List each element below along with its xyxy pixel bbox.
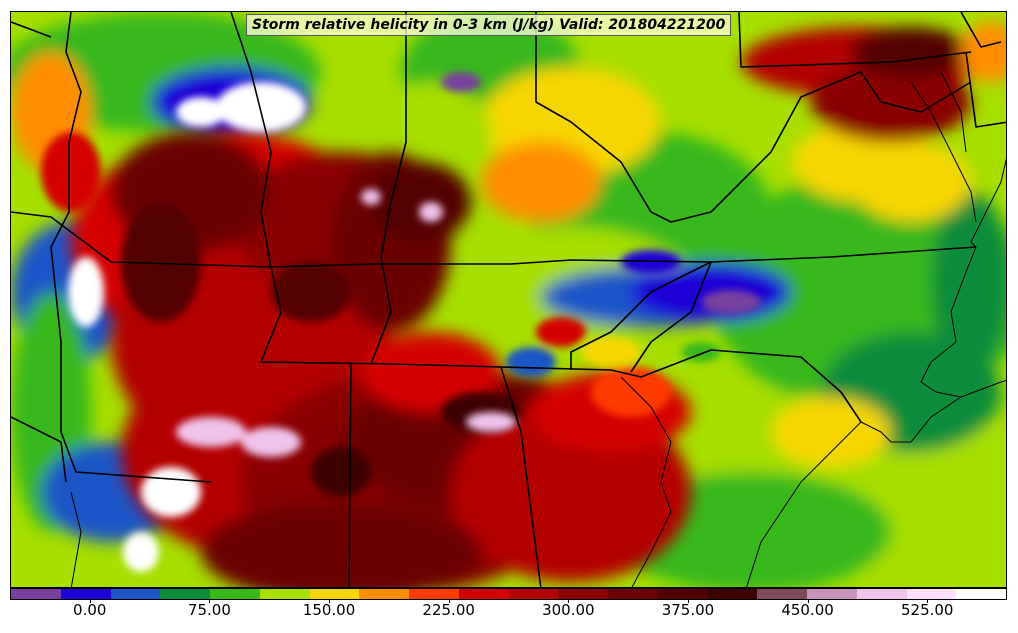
colorbar-swatch [409, 589, 459, 599]
colorbar-tick-mark [448, 599, 450, 603]
colorbar-swatch [110, 589, 161, 599]
colorbar-tick-label: 375.00 [661, 601, 715, 619]
colorbar-swatch [458, 589, 509, 599]
colorbar-tick-label: 225.00 [422, 601, 475, 619]
colorbar-tick-label: 150.00 [302, 601, 356, 619]
colorbar-swatch [856, 589, 907, 599]
colorbar-swatch [757, 589, 807, 599]
colorbar-tick-mark [807, 599, 809, 603]
colorbar-swatch [906, 589, 957, 599]
colorbar-swatch [608, 589, 658, 599]
colorbar-swatch [259, 589, 310, 599]
colorbar-tick-mark [687, 599, 689, 603]
colorbar-tick-label: 450.00 [781, 601, 834, 619]
colorbar-tick-mark [89, 599, 91, 603]
colorbar-tick-label: 0.00 [73, 601, 107, 619]
colorbar-tick-mark [209, 599, 211, 603]
colorbar-tick-label: 525.00 [900, 601, 954, 619]
colorbar-tick-labels: 0.00 75.00 150.00 225.00 300.00 375.00 450.00 5… [10, 599, 1007, 625]
colorbar-swatch [807, 589, 857, 599]
colorbar-swatch [160, 589, 210, 599]
field-extreme-spots [68, 72, 516, 572]
colorbar-swatch [508, 589, 559, 599]
helicity-map [11, 12, 1006, 587]
map-panel [10, 11, 1007, 588]
colorbar-swatch [309, 589, 360, 599]
colorbar-swatch [558, 589, 608, 599]
colorbar-tick-label: 75.00 [187, 601, 231, 619]
colorbar-swatch [707, 589, 758, 599]
colorbar-tick-mark [568, 599, 570, 603]
colorbar-tick-label: 300.00 [542, 601, 595, 619]
state-boundaries [11, 12, 1006, 587]
colorbar-tick-mark [329, 599, 331, 603]
colorbar-swatch [956, 589, 1006, 599]
colorbar-tick-mark [927, 599, 929, 603]
colorbar-swatch [210, 589, 260, 599]
colorbar [10, 588, 1007, 600]
coastlines [70, 71, 1006, 587]
map-title: Storm relative helicity in 0-3 km (J/kg)… [246, 14, 732, 36]
colorbar-swatch [359, 589, 409, 599]
colorbar-swatch [60, 589, 111, 599]
colorbar-swatch [11, 589, 61, 599]
colorbar-swatch [657, 589, 708, 599]
